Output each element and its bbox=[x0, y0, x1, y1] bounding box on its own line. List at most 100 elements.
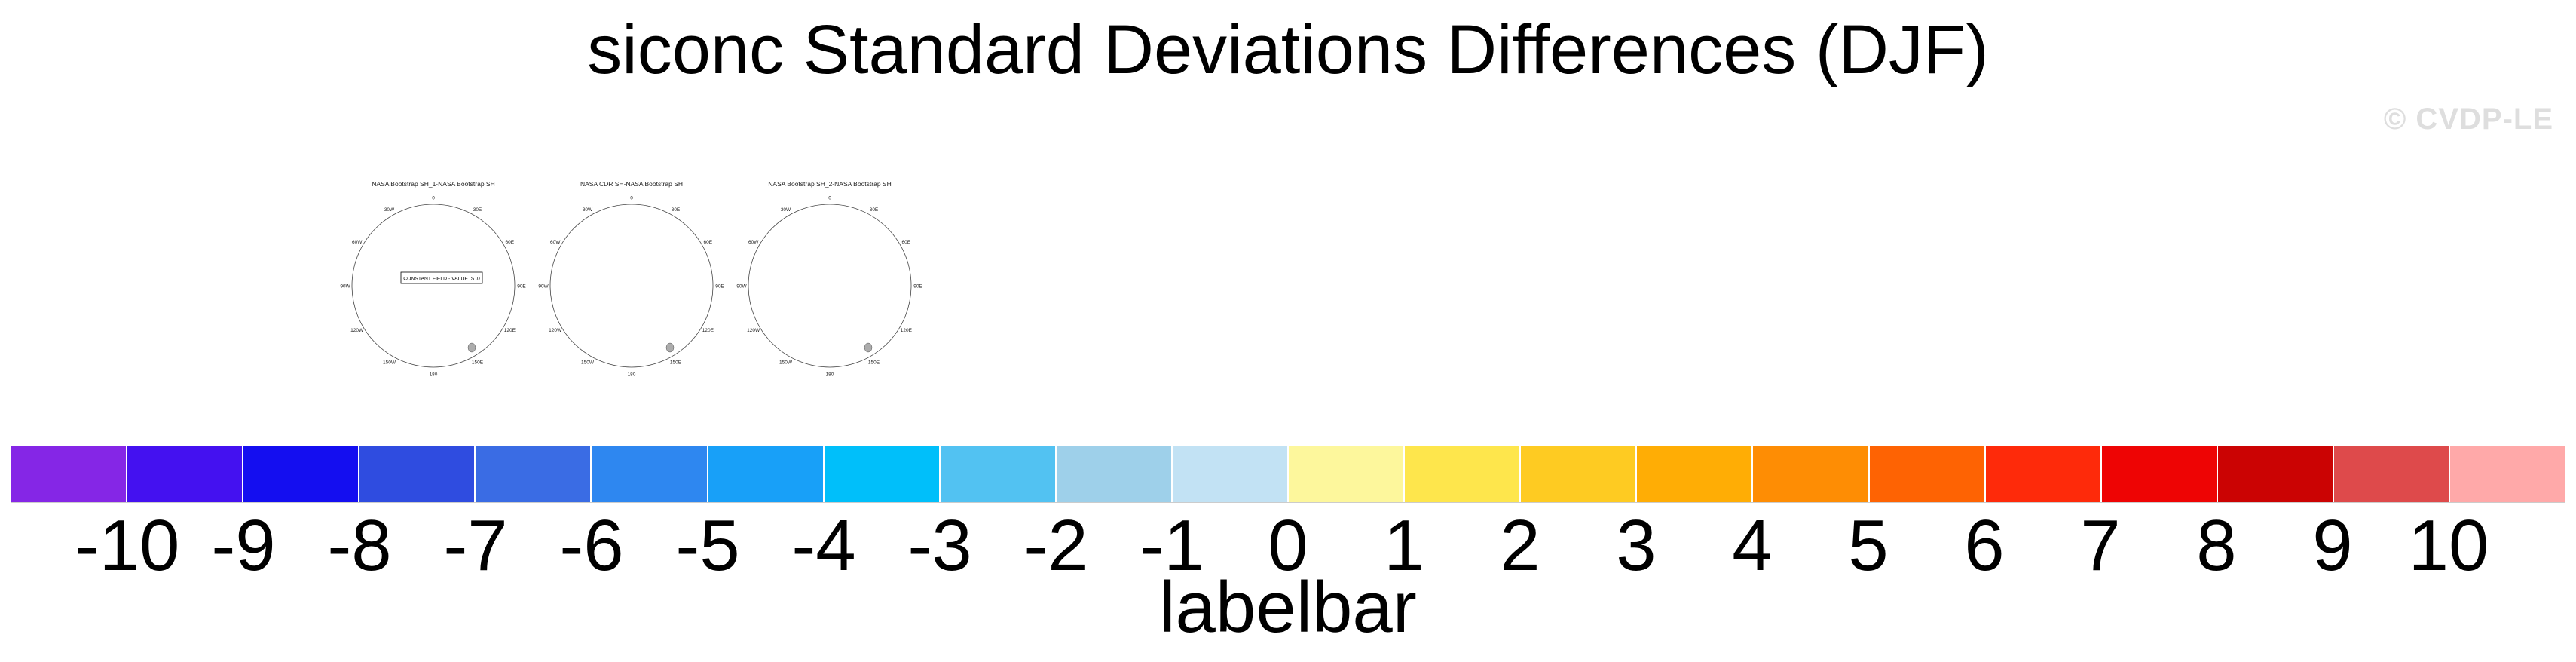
constant-field-box bbox=[400, 271, 483, 284]
labelbar-cell-11 bbox=[1289, 446, 1404, 502]
labelbar-tick--6: -6 bbox=[559, 505, 624, 586]
labelbar-cell-13 bbox=[1521, 446, 1636, 502]
labelbar-cell-20 bbox=[2333, 446, 2449, 502]
projection-circle bbox=[351, 204, 516, 368]
lon-tick-120E: 120E bbox=[504, 328, 516, 333]
island bbox=[864, 342, 873, 353]
map-content bbox=[649, 312, 686, 353]
labelbar-tick--10: -10 bbox=[75, 505, 180, 586]
labelbar-tick--2: -2 bbox=[1023, 505, 1088, 586]
lon-tick-90E: 90E bbox=[913, 283, 922, 289]
labelbar-tick-3: 3 bbox=[1616, 505, 1657, 586]
lon-tick-30W: 30W bbox=[583, 207, 593, 213]
island bbox=[467, 342, 476, 353]
lon-tick-180: 180 bbox=[826, 372, 834, 377]
labelbar-tick-6: 6 bbox=[1964, 505, 2005, 586]
lon-tick-30E: 30E bbox=[870, 207, 879, 213]
labelbar-tick-4: 4 bbox=[1732, 505, 1773, 586]
lon-tick-150W: 150W bbox=[779, 360, 793, 366]
lon-tick-60E: 60E bbox=[704, 240, 713, 245]
labelbar-cell-2 bbox=[243, 446, 359, 502]
labelbar-cell-14 bbox=[1637, 446, 1752, 502]
lon-tick-150W: 150W bbox=[383, 360, 396, 366]
lon-tick-120W: 120W bbox=[747, 328, 760, 333]
lon-tick-150W: 150W bbox=[581, 360, 595, 366]
lon-tick-120W: 120W bbox=[350, 328, 364, 333]
labelbar-tick-0: 0 bbox=[1268, 505, 1308, 586]
lon-tick-180: 180 bbox=[628, 372, 636, 377]
watermark: © CVDP-LE bbox=[2383, 103, 2553, 136]
labelbar-tick--3: -3 bbox=[907, 505, 972, 586]
labelbar-tick--9: -9 bbox=[211, 505, 276, 586]
labelbar-tick-8: 8 bbox=[2196, 505, 2237, 586]
labelbar-cell-0 bbox=[11, 446, 127, 502]
labelbar-tick-9: 9 bbox=[2312, 505, 2353, 586]
lon-tick-180: 180 bbox=[430, 372, 438, 377]
lon-tick-30E: 30E bbox=[473, 207, 482, 213]
lon-tick-0: 0 bbox=[828, 195, 831, 201]
lon-tick-60W: 60W bbox=[748, 240, 759, 245]
lon-tick-60E: 60E bbox=[506, 240, 515, 245]
lon-tick-30W: 30W bbox=[781, 207, 791, 213]
map-content bbox=[451, 312, 476, 353]
lon-tick-30W: 30W bbox=[384, 207, 395, 213]
labelbar-tick--7: -7 bbox=[443, 505, 508, 586]
labelbar-cell-16 bbox=[1869, 446, 1984, 502]
labelbar-cell-1 bbox=[127, 446, 243, 502]
lon-tick-30E: 30E bbox=[672, 207, 681, 213]
lon-tick-90W: 90W bbox=[340, 283, 350, 289]
lon-tick-90W: 90W bbox=[538, 283, 549, 289]
labelbar-title: labelbar bbox=[1159, 567, 1417, 648]
labelbar-tick-5: 5 bbox=[1848, 505, 1889, 586]
island bbox=[665, 342, 675, 353]
labelbar-cell-12 bbox=[1405, 446, 1520, 502]
lon-tick-60E: 60E bbox=[902, 240, 911, 245]
labelbar-cell-15 bbox=[1753, 446, 1868, 502]
labelbar-cell-7 bbox=[824, 446, 939, 502]
labelbar-cell-4 bbox=[476, 446, 591, 502]
labelbar-cell-21 bbox=[2449, 446, 2565, 502]
labelbar-cell-17 bbox=[1985, 446, 2100, 502]
labelbar-cell-19 bbox=[2217, 446, 2333, 502]
labelbar-tick--8: -8 bbox=[327, 505, 392, 586]
figure-title: siconc Standard Deviations Differences (… bbox=[587, 11, 1989, 88]
lon-tick-90W: 90W bbox=[736, 283, 747, 289]
lon-tick-120E: 120E bbox=[901, 328, 913, 333]
labelbar-tick--4: -4 bbox=[791, 505, 856, 586]
labelbar-cell-18 bbox=[2101, 446, 2217, 502]
lon-tick-150E: 150E bbox=[868, 360, 880, 366]
map-title: NASA Bootstrap SH_1-NASA Bootstrap SH bbox=[372, 180, 494, 188]
labelbar-tick--1: -1 bbox=[1140, 505, 1204, 586]
lon-tick-60W: 60W bbox=[550, 240, 561, 245]
labelbar-colors bbox=[11, 446, 2565, 503]
labelbar-tick-10: 10 bbox=[2408, 505, 2489, 586]
lon-tick-0: 0 bbox=[630, 195, 633, 201]
projection-circle bbox=[549, 204, 714, 368]
map-panel-row: NASA Bootstrap SH_1-NASA Bootstrap SH 0 30… bbox=[335, 178, 930, 377]
labelbar-cell-10 bbox=[1172, 446, 1288, 502]
labelbar-cell-9 bbox=[1056, 446, 1171, 502]
labelbar-tick-1: 1 bbox=[1384, 505, 1424, 586]
labelbar-tick-7: 7 bbox=[2080, 505, 2121, 586]
constant-field-note: CONSTANT FIELD - VALUE IS .0 bbox=[403, 277, 480, 282]
lon-tick-120W: 120W bbox=[549, 328, 562, 333]
labelbar-cell-3 bbox=[359, 446, 475, 502]
labelbar-tick-2: 2 bbox=[1500, 505, 1540, 586]
labelbar-cell-6 bbox=[708, 446, 823, 502]
map-panel-2: NASA Bootstrap SH_2-NASA Bootstrap SH 0 30… bbox=[736, 180, 922, 377]
labelbar-cell-5 bbox=[592, 446, 707, 502]
lon-tick-90E: 90E bbox=[517, 283, 526, 289]
lon-tick-150E: 150E bbox=[472, 360, 484, 366]
map-title: NASA Bootstrap SH_2-NASA Bootstrap SH bbox=[768, 180, 891, 188]
projection-circle bbox=[748, 204, 912, 368]
lon-tick-90E: 90E bbox=[715, 283, 724, 289]
labelbar-cell-8 bbox=[940, 446, 1055, 502]
lon-tick-120E: 120E bbox=[702, 328, 714, 333]
map-title: NASA CDR SH-NASA Bootstrap SH bbox=[580, 180, 683, 188]
lon-tick-150E: 150E bbox=[670, 360, 682, 366]
lon-tick-0: 0 bbox=[432, 195, 435, 201]
map-panel-1: NASA CDR SH-NASA Bootstrap SH 0 30E 60E 90E 1… bbox=[538, 180, 724, 377]
map-panel-0: NASA Bootstrap SH_1-NASA Bootstrap SH 0 30… bbox=[340, 180, 526, 377]
